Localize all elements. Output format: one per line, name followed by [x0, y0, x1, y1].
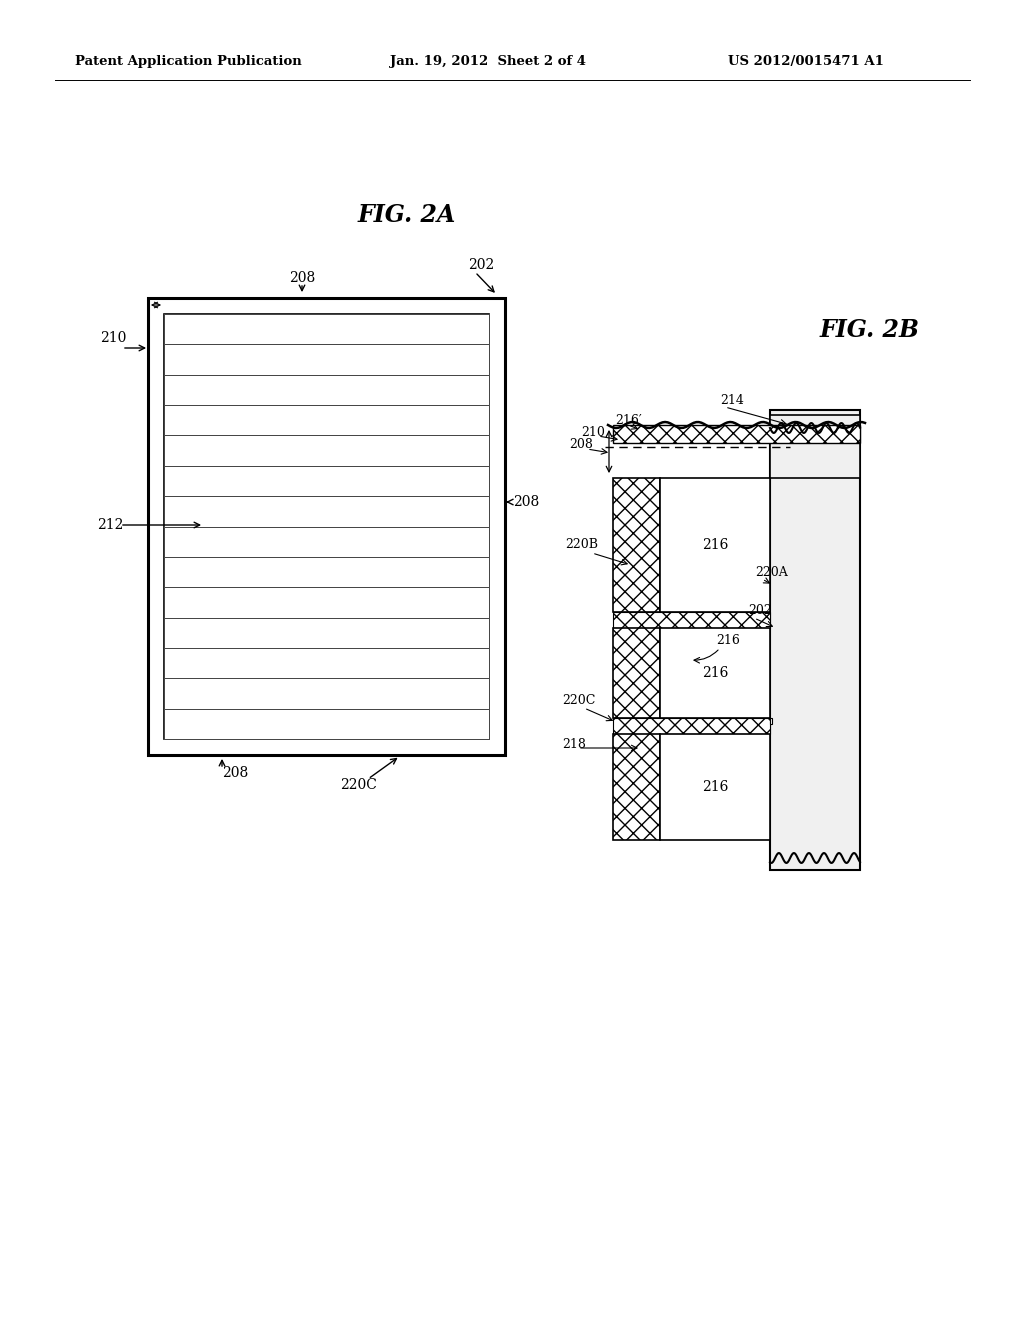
Bar [770, 411, 860, 870]
Text: 216: 216 [701, 539, 728, 552]
Bar [613, 628, 660, 718]
Text: 218: 218 [562, 738, 586, 751]
Bar [660, 734, 770, 840]
Bar [164, 678, 489, 709]
Text: 220B: 220B [565, 539, 598, 552]
Bar [164, 436, 489, 466]
Bar [613, 478, 660, 612]
Bar [164, 466, 489, 496]
Text: 210: 210 [581, 425, 605, 438]
Bar [613, 718, 770, 734]
Bar [164, 314, 489, 739]
Bar [164, 587, 489, 618]
Bar [148, 298, 505, 755]
Bar [164, 527, 489, 557]
Text: 216: 216 [701, 667, 728, 680]
Text: 212: 212 [97, 517, 123, 532]
Bar [164, 557, 489, 587]
Bar [164, 345, 489, 375]
Bar [164, 496, 489, 527]
Bar [613, 612, 770, 628]
Bar [164, 405, 489, 436]
Text: FIG. 2A: FIG. 2A [358, 203, 457, 227]
Text: 220A: 220A [755, 565, 787, 578]
Text: 208: 208 [569, 438, 593, 451]
Text: Patent Application Publication: Patent Application Publication [75, 55, 302, 69]
Text: 202: 202 [468, 257, 495, 272]
Bar [164, 314, 489, 345]
Bar [770, 718, 772, 723]
Bar [660, 628, 770, 718]
Text: 202: 202 [748, 603, 772, 616]
Text: US 2012/0015471 A1: US 2012/0015471 A1 [728, 55, 884, 69]
Text: FIG. 2B: FIG. 2B [820, 318, 920, 342]
Bar [613, 734, 660, 840]
Text: 220C: 220C [340, 777, 377, 792]
Text: 210: 210 [100, 331, 126, 345]
Text: 214: 214 [720, 393, 743, 407]
Text: 208: 208 [222, 766, 248, 780]
Text: 216′: 216′ [615, 413, 642, 426]
Text: Jan. 19, 2012  Sheet 2 of 4: Jan. 19, 2012 Sheet 2 of 4 [390, 55, 586, 69]
Bar [164, 709, 489, 739]
Text: 208: 208 [289, 271, 315, 285]
Bar [164, 618, 489, 648]
Bar [164, 648, 489, 678]
Text: 208: 208 [513, 495, 540, 510]
Bar [770, 414, 860, 478]
Bar [613, 425, 860, 444]
Text: 220C: 220C [562, 693, 595, 706]
Bar [660, 478, 770, 612]
Text: 216: 216 [716, 634, 740, 647]
Bar [164, 375, 489, 405]
Text: 216: 216 [701, 780, 728, 795]
